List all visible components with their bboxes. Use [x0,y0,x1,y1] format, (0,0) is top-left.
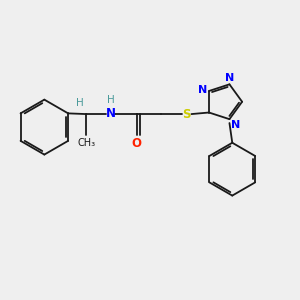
Text: CH₃: CH₃ [77,138,95,148]
Text: H: H [76,98,84,108]
Text: N: N [105,107,116,120]
Text: O: O [132,137,142,150]
Text: N: N [198,85,208,95]
Text: S: S [183,108,191,121]
Text: N: N [225,73,234,82]
Text: N: N [231,120,241,130]
Text: H: H [106,95,114,105]
